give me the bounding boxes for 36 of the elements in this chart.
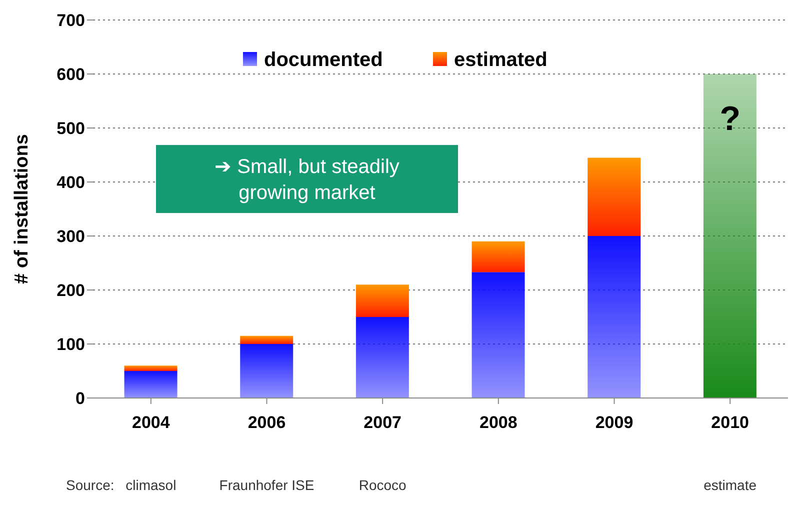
text: Fraunhofer ISE [219, 477, 314, 493]
x-tick-label: 2009 [595, 413, 634, 432]
text: climasol [126, 477, 176, 493]
y-tick-label: 300 [56, 227, 85, 246]
bar [356, 317, 409, 398]
x-tick-label: 2010 [711, 413, 749, 432]
y-tick-label: 400 [56, 173, 85, 192]
annotation: ? [720, 100, 740, 138]
callout-box: ➔ Small, but steadily growing market [156, 145, 458, 213]
legend-label: documented [264, 49, 383, 71]
y-tick-label: 500 [56, 119, 85, 138]
y-tick-label: 700 [56, 11, 85, 30]
y-tick-label: 100 [56, 335, 85, 354]
bar [240, 336, 294, 344]
bar [472, 272, 525, 398]
bar [588, 236, 641, 398]
legend-label: estimated [454, 49, 548, 71]
y-tick-label: 200 [56, 281, 85, 300]
bar [240, 344, 294, 398]
bar [472, 241, 525, 272]
bar [356, 284, 409, 317]
source-note: Source: [66, 477, 114, 493]
text: estimate [704, 477, 757, 493]
bar [588, 158, 641, 236]
x-tick-label: 2008 [480, 413, 518, 432]
y-tick-label: 600 [56, 65, 85, 84]
x-tick-label: 2007 [364, 413, 402, 432]
y-tick-label: 0 [76, 389, 85, 408]
x-tick-label: 2006 [248, 413, 286, 432]
bar [703, 74, 756, 398]
text: Rococo [358, 477, 407, 493]
bar [124, 366, 178, 371]
bar [124, 371, 178, 398]
annotation: ➔ Small, but steadily growing market [214, 156, 400, 204]
y-axis-title: # of installations [12, 134, 33, 284]
x-tick-label: 2004 [132, 413, 170, 432]
